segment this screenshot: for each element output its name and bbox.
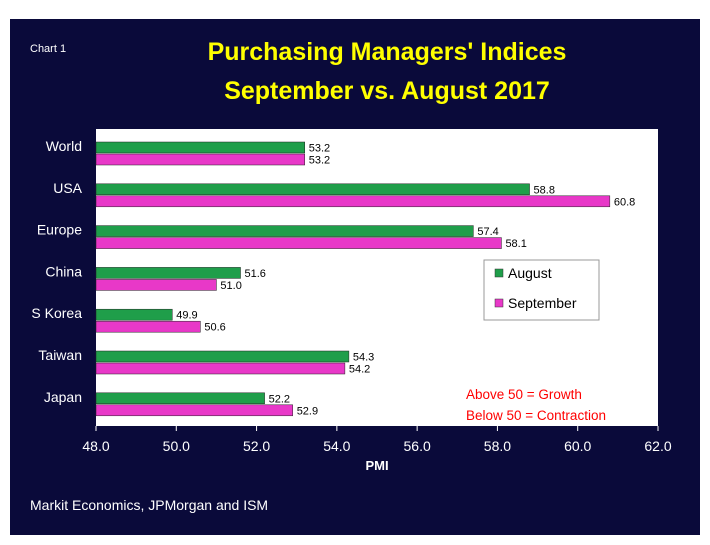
- bar-august-world: [95, 141, 305, 154]
- category-label-s-korea: S Korea: [31, 305, 82, 321]
- value-label-september-world: 53.2: [309, 155, 330, 167]
- value-label-september-china: 51.0: [220, 280, 241, 292]
- bar-september-world: [95, 153, 305, 166]
- x-tick-label: 50.0: [163, 438, 190, 454]
- value-label-september-s-korea: 50.6: [204, 322, 225, 334]
- chart-subtitle: September vs. August 2017: [224, 77, 550, 105]
- bar-september-taiwan: [95, 362, 346, 375]
- value-label-september-taiwan: 54.2: [349, 364, 370, 376]
- source-note: Markit Economics, JPMorgan and ISM: [30, 497, 268, 513]
- value-label-august-china: 51.6: [245, 268, 266, 280]
- x-tick-label: 58.0: [484, 438, 511, 454]
- bar-september-usa: [95, 195, 611, 208]
- value-label-september-usa: 60.8: [614, 196, 635, 208]
- value-label-september-japan: 52.9: [297, 405, 318, 417]
- value-label-august-usa: 58.8: [534, 184, 555, 196]
- value-label-september-europe: 58.1: [505, 238, 526, 250]
- value-label-august-japan: 52.2: [269, 393, 290, 405]
- value-label-august-taiwan: 54.3: [353, 352, 374, 364]
- bar-september-japan: [95, 404, 293, 417]
- annotation-contraction: Below 50 = Contraction: [466, 408, 606, 423]
- legend-august-label: August: [508, 265, 552, 281]
- chart-title: Purchasing Managers' Indices: [208, 38, 567, 66]
- bar-august-japan: [95, 392, 265, 405]
- legend: [483, 259, 600, 321]
- value-label-august-europe: 57.4: [477, 226, 498, 238]
- x-tick-label: 54.0: [323, 438, 350, 454]
- category-label-japan: Japan: [44, 389, 82, 405]
- x-tick-label: 52.0: [243, 438, 270, 454]
- category-label-taiwan: Taiwan: [38, 347, 82, 363]
- x-tick-label: 56.0: [404, 438, 431, 454]
- category-label-world: World: [46, 138, 82, 154]
- bar-september-europe: [95, 237, 502, 249]
- legend-september-swatch: [494, 298, 504, 308]
- chart-label: Chart 1: [30, 43, 66, 55]
- bar-september-s-korea: [95, 320, 201, 333]
- value-label-august-world: 53.2: [309, 143, 330, 155]
- value-label-august-s-korea: 49.9: [176, 310, 197, 322]
- category-label-europe: Europe: [37, 222, 82, 238]
- legend-august-swatch: [494, 268, 504, 278]
- bar-august-europe: [95, 225, 474, 237]
- x-tick-label: 62.0: [644, 438, 671, 454]
- bar-august-s-korea: [95, 308, 173, 321]
- x-tick-label: 48.0: [82, 438, 109, 454]
- category-label-usa: USA: [53, 180, 82, 196]
- category-label-china: China: [45, 263, 82, 279]
- x-tick-label: 60.0: [564, 438, 591, 454]
- bar-september-china: [95, 279, 217, 291]
- bar-august-usa: [95, 183, 530, 196]
- bar-august-china: [95, 267, 241, 279]
- x-axis-title: PMI: [365, 458, 388, 473]
- legend-september-label: September: [508, 295, 577, 311]
- annotation-growth: Above 50 = Growth: [466, 387, 582, 402]
- bar-august-taiwan: [95, 350, 350, 363]
